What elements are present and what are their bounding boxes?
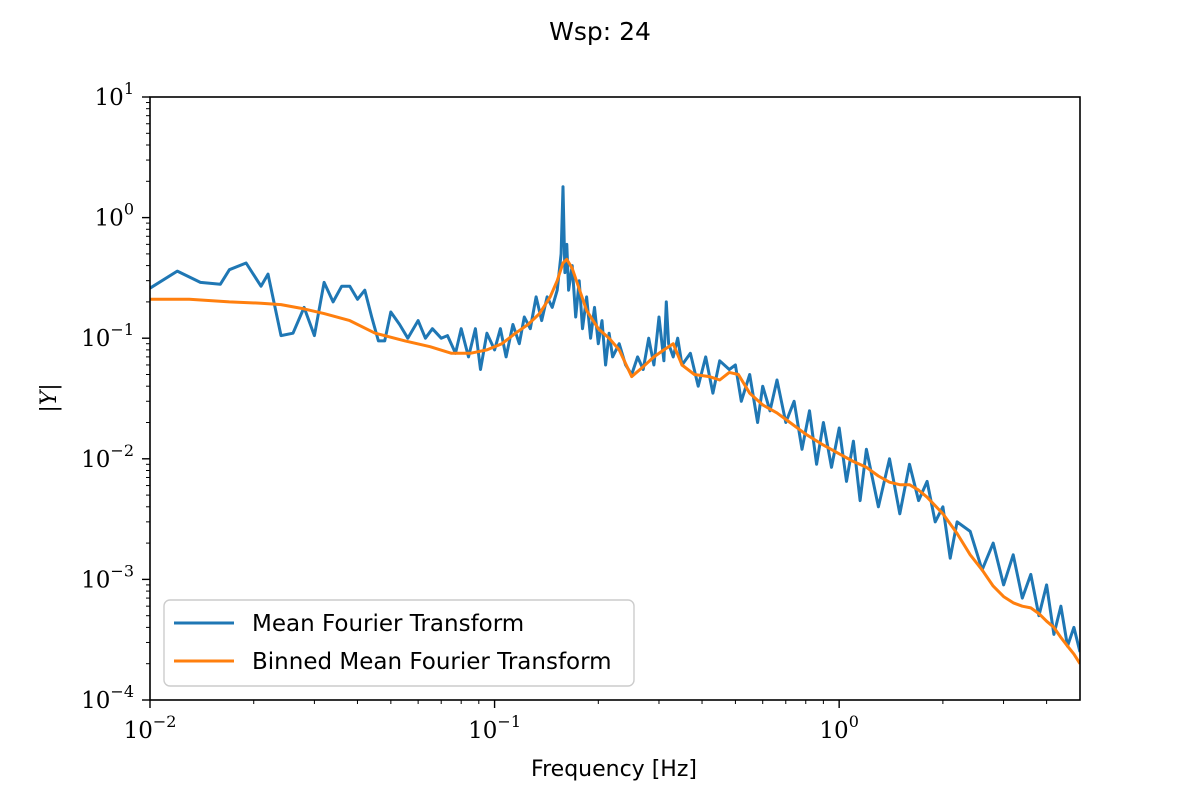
y-tick-label-3-base: 10 [81, 326, 110, 352]
y-tick-label-2-exponent: −2 [110, 441, 134, 460]
y-axis-label: |Y| [37, 383, 62, 412]
chart-title: Wsp: 24 [549, 17, 651, 46]
legend-label-binned: Binned Mean Fourier Transform [252, 649, 612, 675]
x-tick-label-0: 10−2 [124, 712, 177, 744]
y-tick-label-3: 10−1 [81, 320, 134, 352]
y-tick-label-0: 10−4 [81, 682, 134, 714]
y-tick-label-5: 101 [95, 79, 134, 111]
y-tick-label-4-base: 10 [95, 206, 124, 232]
legend: Mean Fourier Transform Binned Mean Fouri… [163, 599, 635, 687]
y-tick-label-1-exponent: −3 [110, 561, 134, 580]
series-layer [150, 185, 1080, 665]
y-tick-label-4-exponent: 0 [124, 200, 134, 219]
x-tick-label-0-exponent: −2 [153, 712, 177, 731]
y-tick-label-0-exponent: −4 [110, 682, 134, 701]
series-line-0 [150, 185, 1080, 653]
legend-label-mean: Mean Fourier Transform [252, 611, 524, 637]
x-tick-label-2-exponent: 0 [849, 712, 859, 731]
y-tick-label-3-exponent: −1 [110, 320, 134, 339]
x-tick-label-2-base: 10 [819, 718, 848, 744]
legend-box [163, 599, 635, 687]
y-tick-label-5-base: 10 [95, 85, 124, 111]
y-tick-label-2-base: 10 [81, 447, 110, 473]
y-tick-label-0-base: 10 [81, 688, 110, 714]
plot-frame [149, 96, 1081, 701]
x-tick-label-1: 10−1 [468, 712, 521, 744]
y-tick-label-2: 10−2 [81, 441, 134, 473]
y-tick-label-1: 10−3 [81, 561, 134, 593]
y-tick-label-4: 100 [95, 200, 134, 232]
y-tick-label-1-base: 10 [81, 567, 110, 593]
x-tick-label-2: 100 [819, 712, 858, 744]
x-tick-label-1-base: 10 [468, 718, 497, 744]
x-tick-label-1-exponent: −1 [497, 712, 521, 731]
y-tick-label-5-exponent: 1 [124, 79, 134, 98]
x-tick-label-0-base: 10 [124, 718, 153, 744]
x-axis-label: Frequency [Hz] [531, 757, 697, 782]
series-line-1 [150, 257, 1080, 665]
